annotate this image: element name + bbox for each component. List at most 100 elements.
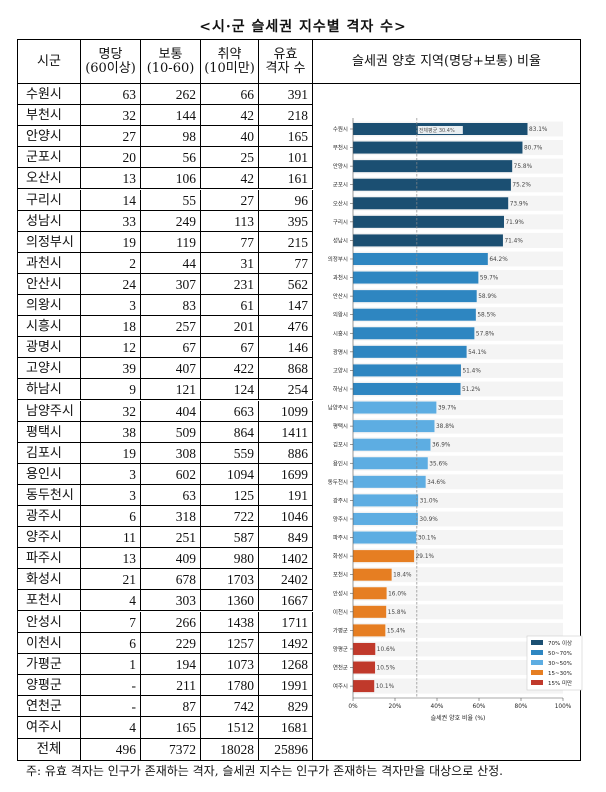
cell-city: 가평군 bbox=[18, 653, 81, 675]
cell-valid: 476 bbox=[259, 316, 313, 338]
cell-normal: 98 bbox=[141, 126, 201, 148]
header-good: 명당 (60이상) bbox=[81, 40, 141, 84]
cell-city: 이천시 bbox=[18, 632, 81, 654]
cell-good: 32 bbox=[81, 105, 141, 127]
cell-normal: 308 bbox=[141, 442, 201, 464]
cell-normal: 55 bbox=[141, 189, 201, 211]
cell-good: 9 bbox=[81, 379, 141, 401]
bar-background bbox=[353, 641, 563, 657]
total-weak: 18028 bbox=[201, 738, 259, 761]
cell-city: 연천군 bbox=[18, 695, 81, 717]
cell-weak: 1094 bbox=[201, 463, 259, 485]
total-city: 전체 bbox=[18, 738, 81, 761]
category-label: 이천시 bbox=[333, 608, 348, 616]
cell-normal: 409 bbox=[141, 548, 201, 570]
header-sub: (10미만) bbox=[204, 60, 255, 76]
cell-city: 안산시 bbox=[18, 273, 81, 295]
cell-normal: 307 bbox=[141, 273, 201, 295]
bar bbox=[353, 624, 386, 637]
bar bbox=[353, 160, 513, 173]
cell-city: 군포시 bbox=[18, 147, 81, 169]
bar bbox=[353, 345, 467, 358]
cell-good: 11 bbox=[81, 527, 141, 549]
cell-normal: 407 bbox=[141, 358, 201, 380]
cell-good: 19 bbox=[81, 442, 141, 464]
category-label: 용인시 bbox=[333, 460, 348, 467]
category-label: 안양시 bbox=[333, 162, 348, 170]
cell-weak: 77 bbox=[201, 231, 259, 253]
cell-weak: 1073 bbox=[201, 653, 259, 675]
cell-valid: 77 bbox=[259, 252, 313, 274]
category-label: 과천시 bbox=[333, 274, 348, 282]
cell-valid: 829 bbox=[259, 695, 313, 717]
bar bbox=[353, 680, 375, 693]
cell-good: 38 bbox=[81, 421, 141, 443]
value-label: 15.4% bbox=[387, 628, 406, 634]
cell-valid: 1699 bbox=[259, 463, 313, 485]
cell-weak: 66 bbox=[201, 84, 259, 106]
bar bbox=[353, 308, 476, 321]
category-label: 안성시 bbox=[333, 589, 348, 597]
bar bbox=[353, 252, 488, 265]
bar bbox=[353, 382, 461, 395]
value-label: 31.0% bbox=[420, 498, 439, 504]
cell-normal: 257 bbox=[141, 316, 201, 338]
cell-good: 3 bbox=[81, 484, 141, 506]
cell-valid: 1402 bbox=[259, 548, 313, 570]
cell-city: 의정부시 bbox=[18, 231, 81, 253]
cell-weak: 1360 bbox=[201, 590, 259, 612]
bar bbox=[353, 475, 426, 488]
cell-weak: 864 bbox=[201, 421, 259, 443]
cell-city: 안양시 bbox=[18, 126, 81, 148]
value-label: 35.6% bbox=[429, 461, 448, 467]
cell-normal: 83 bbox=[141, 295, 201, 317]
cell-city: 화성시 bbox=[18, 569, 81, 591]
cell-good: 4 bbox=[81, 590, 141, 612]
header-sub: (60이상) bbox=[85, 60, 136, 76]
bar bbox=[353, 457, 428, 470]
header-label: 명당 bbox=[98, 46, 123, 62]
cell-valid: 96 bbox=[259, 189, 313, 211]
cell-normal: 121 bbox=[141, 379, 201, 401]
cell-good: 3 bbox=[81, 463, 141, 485]
cell-valid: 191 bbox=[259, 484, 313, 506]
value-label: 10.1% bbox=[376, 684, 395, 690]
cell-normal: 509 bbox=[141, 421, 201, 443]
header-city: 시군 bbox=[18, 40, 81, 84]
total-good: 496 bbox=[81, 738, 141, 761]
cell-weak: 25 bbox=[201, 147, 259, 169]
bar-background bbox=[353, 585, 563, 601]
cell-weak: 422 bbox=[201, 358, 259, 380]
cell-good: 33 bbox=[81, 210, 141, 232]
category-label: 양주시 bbox=[333, 515, 348, 523]
cell-normal: 404 bbox=[141, 400, 201, 422]
cell-valid: 254 bbox=[259, 379, 313, 401]
cell-valid: 147 bbox=[259, 295, 313, 317]
cell-weak: 231 bbox=[201, 273, 259, 295]
category-label: 김포시 bbox=[333, 442, 348, 449]
header-ratio: 슬세권 양호 지역(명당+보통) 비율 bbox=[313, 40, 580, 84]
cell-weak: 1780 bbox=[201, 674, 259, 696]
bar bbox=[353, 290, 477, 303]
value-label: 39.7% bbox=[438, 406, 457, 412]
cell-good: 6 bbox=[81, 506, 141, 528]
category-label: 부천시 bbox=[333, 144, 348, 152]
value-label: 83.1% bbox=[529, 127, 548, 133]
cell-weak: 42 bbox=[201, 105, 259, 127]
cell-good: 7 bbox=[81, 611, 141, 633]
header-sub: (10-60) bbox=[146, 60, 195, 76]
category-label: 평택시 bbox=[333, 423, 348, 430]
cell-city: 김포시 bbox=[18, 442, 81, 464]
legend-swatch bbox=[531, 650, 543, 655]
cell-city: 안성시 bbox=[18, 611, 81, 633]
cell-city: 광주시 bbox=[18, 506, 81, 528]
cell-weak: 201 bbox=[201, 316, 259, 338]
cell-normal: 194 bbox=[141, 653, 201, 675]
cell-valid: 886 bbox=[259, 442, 313, 464]
value-label: 18.4% bbox=[393, 573, 412, 579]
cell-normal: 56 bbox=[141, 147, 201, 169]
cell-city: 고양시 bbox=[18, 358, 81, 380]
footnote: 주: 유효 격자는 인구가 존재하는 격자, 슬세권 지수는 인구가 존재하는 … bbox=[26, 764, 503, 778]
category-label: 광명시 bbox=[333, 349, 348, 356]
value-label: 71.4% bbox=[504, 238, 523, 244]
